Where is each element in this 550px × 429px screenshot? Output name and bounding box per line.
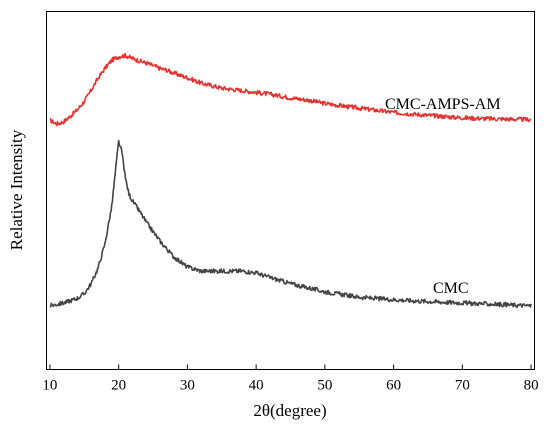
y-axis-title: Relative Intensity	[7, 129, 26, 250]
series-line-cmc-amps-am	[49, 52, 532, 127]
series-layer	[49, 52, 532, 309]
plot-frame	[46, 11, 535, 370]
x-tick-label-40: 40	[249, 378, 264, 394]
series-label-cmc-amps-am: CMC-AMPS-AM	[385, 96, 501, 113]
x-tick-label-20: 20	[111, 378, 126, 394]
series-label-cmc: CMC	[433, 280, 469, 297]
x-tick-label-10: 10	[42, 378, 57, 394]
x-axis-title: 2θ(degree)	[253, 401, 326, 420]
x-tick-label-80: 80	[524, 378, 539, 394]
x-tick-label-60: 60	[386, 378, 401, 394]
x-tick-label-30: 30	[180, 378, 195, 394]
x-tick-label-70: 70	[455, 378, 470, 394]
x-tick-label-50: 50	[317, 378, 332, 394]
x-axis-ticks: 10 20 30 40 50 60 70 80	[42, 364, 539, 394]
series-line-cmc	[49, 139, 532, 309]
